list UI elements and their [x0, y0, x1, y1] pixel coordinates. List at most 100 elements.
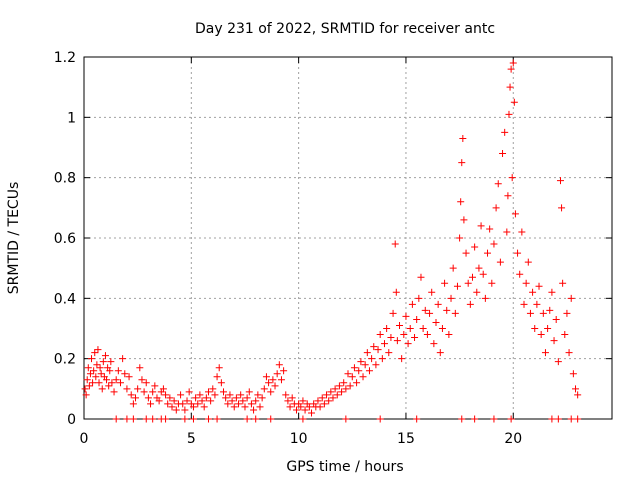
y-tick-label: 1	[67, 110, 76, 126]
x-tick-label: 15	[397, 431, 415, 447]
data-point	[297, 403, 305, 411]
data-point	[338, 388, 346, 396]
data-point	[99, 358, 107, 366]
y-tick-label: 0	[67, 412, 76, 428]
data-point	[226, 391, 234, 399]
data-point-zero	[574, 415, 582, 423]
data-point	[92, 373, 100, 381]
data-point	[84, 364, 92, 372]
data-point	[514, 249, 522, 257]
data-point	[247, 400, 255, 408]
data-point	[459, 134, 467, 142]
data-point	[112, 376, 120, 384]
data-point	[428, 288, 436, 296]
data-point	[275, 361, 283, 369]
data-point	[235, 400, 243, 408]
data-point	[436, 349, 444, 357]
data-point	[344, 370, 352, 378]
grid-lines	[84, 57, 612, 419]
data-point	[329, 394, 337, 402]
data-point	[404, 340, 412, 348]
data-point	[496, 258, 504, 266]
data-point	[499, 150, 507, 158]
data-point-zero	[507, 415, 515, 423]
data-point-zero	[458, 415, 466, 423]
data-point	[183, 397, 191, 405]
data-point	[198, 397, 206, 405]
data-point	[505, 110, 513, 118]
data-point	[460, 216, 468, 224]
data-point	[209, 385, 217, 393]
data-point-zero	[554, 415, 562, 423]
data-point	[95, 379, 103, 387]
data-point	[273, 370, 281, 378]
data-point	[81, 385, 89, 393]
data-point	[230, 403, 238, 411]
data-point	[438, 325, 446, 332]
data-point	[262, 373, 270, 381]
data-point	[541, 349, 549, 357]
data-point	[408, 300, 416, 308]
data-point	[129, 400, 137, 408]
data-point	[271, 382, 279, 390]
data-point	[350, 364, 358, 372]
data-point	[378, 355, 386, 363]
data-point	[149, 388, 157, 396]
data-point	[217, 379, 225, 387]
data-point	[468, 273, 476, 281]
data-point	[346, 382, 354, 390]
x-tick-label: 5	[187, 431, 196, 447]
data-point	[426, 309, 434, 317]
data-point	[413, 315, 421, 323]
data-point	[269, 376, 277, 384]
data-point	[323, 391, 331, 399]
data-point	[490, 240, 498, 248]
data-point	[181, 406, 189, 414]
data-point	[522, 279, 530, 287]
data-point	[325, 397, 333, 405]
data-point	[98, 385, 106, 393]
data-point	[222, 394, 230, 402]
chart-title: Day 231 of 2022, SRMTID for receiver ant…	[195, 21, 495, 37]
data-point	[559, 279, 567, 287]
data-point	[121, 370, 129, 378]
data-point	[305, 403, 313, 411]
data-point	[106, 367, 114, 375]
data-point	[348, 373, 356, 381]
data-point	[320, 400, 328, 408]
data-point	[250, 406, 258, 414]
data-point	[202, 394, 210, 402]
data-point	[91, 349, 99, 357]
data-point-zero	[129, 415, 137, 423]
data-point	[370, 343, 378, 351]
data-point-zero	[567, 415, 575, 423]
data-point	[144, 394, 152, 402]
data-point	[457, 198, 465, 206]
data-point	[237, 391, 245, 399]
data-point	[260, 385, 268, 393]
data-point	[441, 279, 449, 287]
data-point	[280, 367, 288, 375]
data-point	[179, 400, 187, 408]
data-point	[529, 288, 537, 296]
data-point	[481, 294, 489, 302]
y-axis-label: SRMTID / TECUs	[6, 182, 22, 295]
data-point	[189, 403, 197, 411]
data-point	[392, 288, 400, 296]
data-point	[506, 83, 514, 91]
data-point	[363, 349, 371, 357]
data-point	[168, 403, 176, 411]
data-point	[415, 294, 423, 302]
data-point-zero	[142, 415, 150, 423]
data-point	[508, 174, 516, 182]
data-point	[85, 382, 93, 390]
x-axis-label: GPS time / hours	[286, 459, 403, 475]
data-point	[419, 325, 427, 332]
data-point	[142, 379, 150, 387]
data-point	[215, 364, 223, 372]
data-point	[224, 400, 232, 408]
data-point	[252, 397, 260, 405]
data-point	[177, 391, 185, 399]
data-point	[155, 397, 163, 405]
